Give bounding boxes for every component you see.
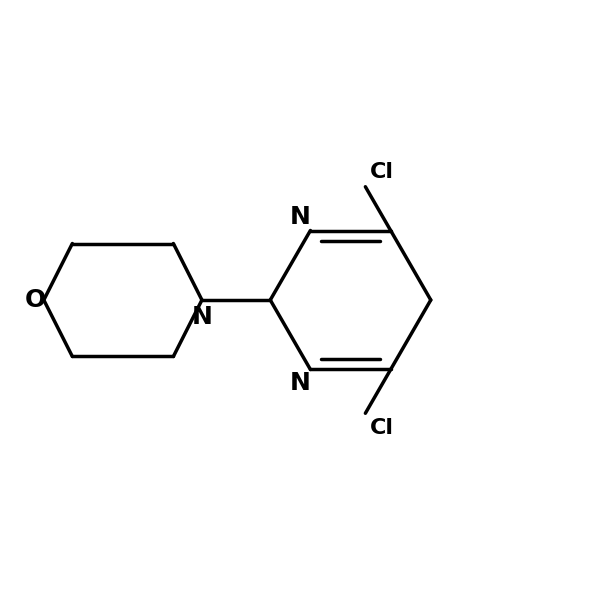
Text: N: N xyxy=(289,371,310,395)
Text: N: N xyxy=(191,305,212,329)
Text: Cl: Cl xyxy=(370,162,394,182)
Text: Cl: Cl xyxy=(370,418,394,438)
Text: N: N xyxy=(289,205,310,229)
Text: O: O xyxy=(24,288,46,312)
